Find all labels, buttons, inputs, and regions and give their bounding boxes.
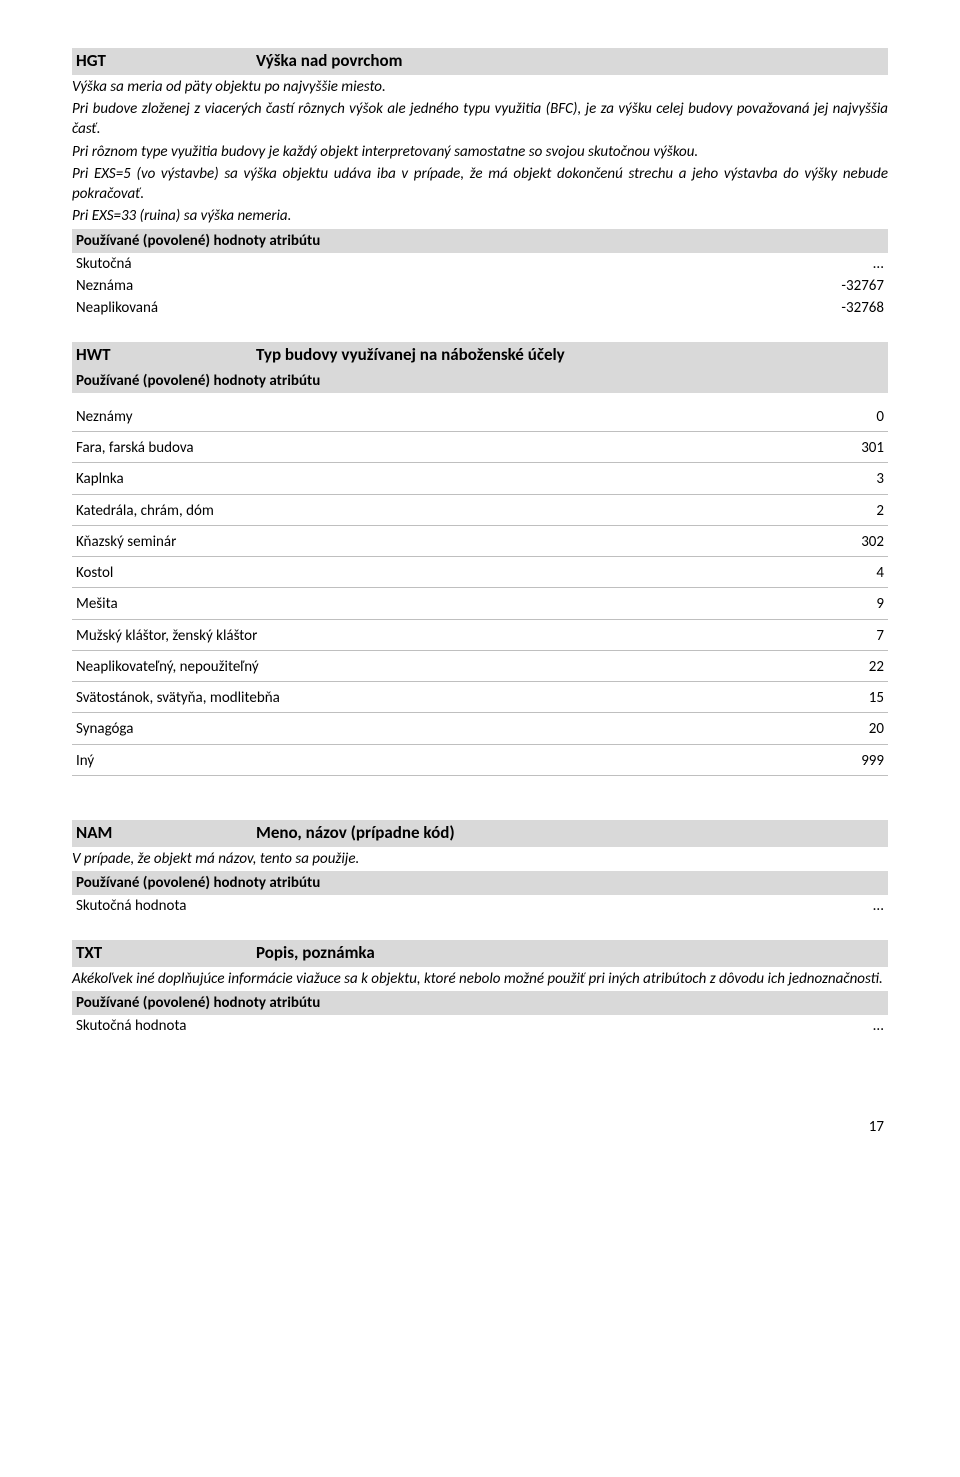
table-row: Synagóga 20: [72, 713, 888, 744]
table-key: Katedrála, chrám, dóm: [76, 501, 824, 521]
nam-row: Skutočná hodnota ...: [72, 895, 888, 917]
hgt-desc-1: Pri budove zloženej z viacerých častí rô…: [72, 99, 888, 140]
hwt-header: HWT Typ budovy využívanej na náboženské …: [72, 342, 888, 369]
table-key: Kaplnka: [76, 469, 824, 489]
hgt-row: Neznáma -32767: [72, 275, 888, 297]
nam-code: NAM: [76, 822, 256, 845]
hgt-header: HGT Výška nad povrchom: [72, 48, 888, 75]
table-val: 22: [824, 657, 884, 677]
table-val: 302: [824, 532, 884, 552]
hgt-row: Skutočná ...: [72, 253, 888, 275]
txt-code: TXT: [76, 942, 256, 965]
txt-row-key: Skutočná hodnota: [76, 1016, 804, 1036]
nam-row-val: ...: [804, 896, 884, 916]
table-key: Mešita: [76, 594, 824, 614]
hgt-title: Výška nad povrchom: [256, 50, 884, 73]
hgt-desc-3: Pri EXS=5 (vo výstavbe) sa výška objektu…: [72, 164, 888, 205]
table-row: Neaplikovateľný, nepoužiteľný 22: [72, 651, 888, 682]
table-val: 7: [824, 626, 884, 646]
nam-header: NAM Meno, názov (prípadne kód): [72, 820, 888, 847]
table-key: Kňazský seminár: [76, 532, 824, 552]
hgt-row-key: Neznáma: [76, 276, 804, 296]
hgt-row-val: -32767: [804, 276, 884, 296]
table-val: 20: [824, 719, 884, 739]
page-number: 17: [72, 1117, 888, 1137]
table-row: Kňazský seminár 302: [72, 526, 888, 557]
txt-title: Popis, poznámka: [256, 942, 884, 965]
hgt-row-key: Skutočná: [76, 254, 804, 274]
nam-desc: V prípade, že objekt má názov, tento sa …: [72, 849, 888, 869]
hgt-desc-4: Pri EXS=33 (ruina) sa výška nemeria.: [72, 206, 888, 226]
table-val: 301: [824, 438, 884, 458]
table-key: Mužský kláštor, ženský kláštor: [76, 626, 824, 646]
table-val: 15: [824, 688, 884, 708]
hgt-row: Neaplikovaná -32768: [72, 297, 888, 319]
hgt-desc-0: Výška sa meria od päty objektu po najvyš…: [72, 77, 888, 97]
hgt-used-values-label: Používané (povolené) hodnoty atribútu: [72, 229, 888, 253]
hgt-desc-2: Pri rôznom type využitia budovy je každý…: [72, 142, 888, 162]
table-row: Katedrála, chrám, dóm 2: [72, 495, 888, 526]
table-key: Iný: [76, 751, 824, 771]
table-val: 0: [824, 407, 884, 427]
table-val: 3: [824, 469, 884, 489]
hgt-row-key: Neaplikovaná: [76, 298, 804, 318]
table-key: Kostol: [76, 563, 824, 583]
table-key: Synagóga: [76, 719, 824, 739]
table-key: Svätostánok, svätyňa, modlitebňa: [76, 688, 824, 708]
table-row: Fara, farská budova 301: [72, 432, 888, 463]
hwt-table: Neznámy 0 Fara, farská budova 301 Kaplnk…: [72, 401, 888, 776]
table-key: Neaplikovateľný, nepoužiteľný: [76, 657, 824, 677]
table-row: Neznámy 0: [72, 401, 888, 432]
nam-used-values-label: Používané (povolené) hodnoty atribútu: [72, 871, 888, 895]
hgt-code: HGT: [76, 50, 256, 73]
table-val: 9: [824, 594, 884, 614]
table-key: Neznámy: [76, 407, 824, 427]
table-val: 4: [824, 563, 884, 583]
table-key: Fara, farská budova: [76, 438, 824, 458]
table-row: Mužský kláštor, ženský kláštor 7: [72, 620, 888, 651]
nam-title: Meno, názov (prípadne kód): [256, 822, 884, 845]
txt-row: Skutočná hodnota ...: [72, 1015, 888, 1037]
hwt-used-values-label: Používané (povolené) hodnoty atribútu: [72, 369, 888, 393]
table-row: Svätostánok, svätyňa, modlitebňa 15: [72, 682, 888, 713]
table-row: Kaplnka 3: [72, 463, 888, 494]
table-row: Mešita 9: [72, 588, 888, 619]
hwt-code: HWT: [76, 344, 256, 367]
txt-desc: Akékoľvek iné doplňujúce informácie viaž…: [72, 969, 888, 989]
table-val: 999: [824, 751, 884, 771]
table-row: Kostol 4: [72, 557, 888, 588]
txt-header: TXT Popis, poznámka: [72, 940, 888, 967]
nam-row-key: Skutočná hodnota: [76, 896, 804, 916]
hgt-row-val: -32768: [804, 298, 884, 318]
hwt-title: Typ budovy využívanej na náboženské účel…: [256, 344, 884, 367]
txt-used-values-label: Používané (povolené) hodnoty atribútu: [72, 991, 888, 1015]
table-val: 2: [824, 501, 884, 521]
txt-row-val: ...: [804, 1016, 884, 1036]
table-row: Iný 999: [72, 745, 888, 776]
hgt-row-val: ...: [804, 254, 884, 274]
